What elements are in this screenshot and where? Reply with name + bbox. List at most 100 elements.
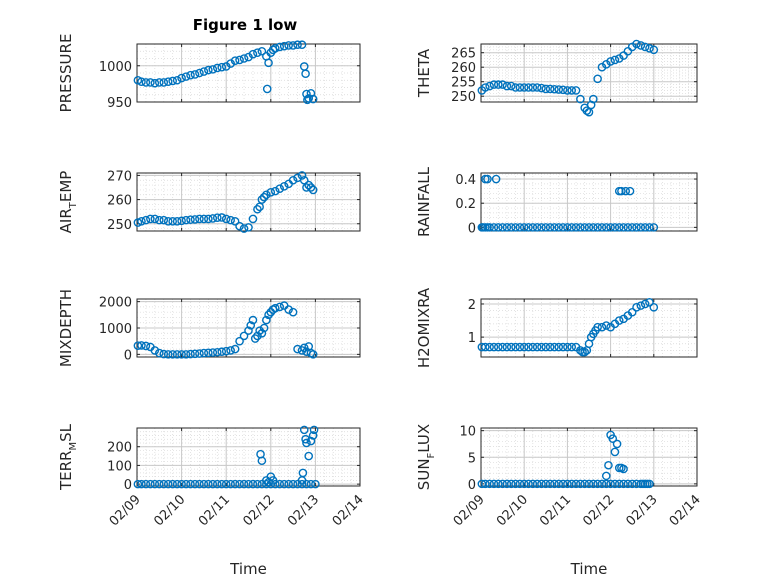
y-label-tail: EMP: [57, 171, 75, 202]
data-point: [623, 223, 633, 232]
data-point: [563, 342, 572, 352]
data-point: [489, 342, 499, 352]
data-point: [308, 94, 318, 104]
plot-area: [481, 173, 697, 231]
data-point: [195, 68, 204, 78]
data-point: [558, 479, 568, 489]
data-point: [253, 204, 262, 214]
y-tick-label: 0: [124, 348, 132, 363]
data-point: [141, 479, 151, 489]
data-point: [154, 215, 164, 225]
data-point: [537, 223, 546, 232]
data-point: [498, 223, 507, 232]
data-point: [532, 479, 542, 489]
data-point: [230, 217, 240, 226]
data-point: [502, 479, 512, 489]
data-point: [550, 479, 559, 489]
data-point: [244, 326, 253, 335]
data-point: [485, 342, 494, 352]
data-point: [248, 49, 258, 59]
data-point: [528, 479, 538, 489]
y-tick-label: 0.4: [455, 173, 476, 188]
data-point: [632, 223, 641, 232]
data-point: [248, 214, 258, 224]
data-point: [545, 479, 555, 489]
data-point: [511, 83, 520, 92]
data-point: [610, 479, 620, 489]
data-point: [302, 89, 311, 99]
y-label-subscript: F: [426, 452, 437, 458]
data-point: [217, 62, 227, 72]
data-point: [264, 58, 273, 68]
data-point: [584, 223, 594, 232]
data-point: [308, 350, 318, 359]
data-point: [614, 223, 624, 232]
data-point: [275, 302, 285, 312]
data-point: [262, 479, 271, 489]
data-point: [571, 86, 581, 95]
data-point: [262, 315, 271, 325]
data-point: [502, 81, 512, 91]
y-tick-label: 0: [468, 478, 476, 493]
data-point: [301, 434, 310, 444]
data-point: [632, 479, 641, 489]
data-point: [181, 479, 191, 489]
y-label-subscript: M: [68, 442, 79, 451]
data-point: [563, 86, 572, 95]
data-point: [645, 44, 654, 53]
subplot-1: 950 1000 PRESSURE: [57, 34, 361, 113]
y-axis-label: AIRTEMP: [57, 171, 79, 234]
y-tick-label: 200: [107, 441, 132, 456]
data-point: [168, 350, 177, 359]
data-point: [208, 214, 218, 223]
data-point: [226, 479, 235, 489]
data-point: [532, 342, 542, 352]
data-point: [567, 342, 577, 352]
data-point: [524, 479, 533, 489]
data-point: [636, 223, 646, 232]
data-point: [541, 479, 551, 489]
data-point: [558, 85, 568, 95]
data-point: [270, 186, 280, 196]
data-point: [190, 479, 200, 489]
data-point: [239, 331, 249, 341]
data-point: [640, 42, 650, 52]
y-label-main: MIXDEPTH: [57, 289, 75, 367]
data-point: [199, 214, 209, 224]
data-point: [545, 342, 555, 352]
y-tick-label: 250: [107, 218, 132, 233]
data-point: [309, 425, 319, 435]
data-point: [279, 41, 289, 51]
y-label-main: PRESSURE: [57, 34, 75, 113]
data-point: [150, 214, 160, 224]
data-point: [623, 479, 633, 489]
data-point: [235, 55, 244, 65]
data-point: [619, 223, 628, 232]
data-point: [511, 342, 520, 352]
data-point: [146, 78, 155, 87]
data-point: [284, 479, 293, 489]
data-point: [154, 348, 164, 358]
data-point: [604, 460, 613, 470]
y-tick-label: 0.2: [455, 197, 476, 212]
data-point: [279, 181, 289, 191]
data-point: [159, 78, 169, 87]
data-point: [275, 479, 285, 489]
data-point: [163, 350, 173, 359]
data-point: [625, 186, 635, 196]
data-point: [506, 479, 516, 489]
data-point: [311, 479, 320, 489]
data-point: [301, 69, 310, 79]
data-point: [537, 83, 546, 93]
data-point: [304, 94, 314, 103]
y-tick-label: 2: [468, 298, 476, 313]
data-point: [593, 322, 602, 332]
data-point: [235, 479, 244, 489]
data-point: [627, 223, 637, 232]
data-point: [589, 94, 598, 104]
data-point: [640, 299, 650, 309]
data-point: [259, 192, 269, 202]
data-point: [537, 342, 546, 352]
y-label-tail: SL: [57, 423, 75, 442]
axes-box: [136, 43, 361, 103]
